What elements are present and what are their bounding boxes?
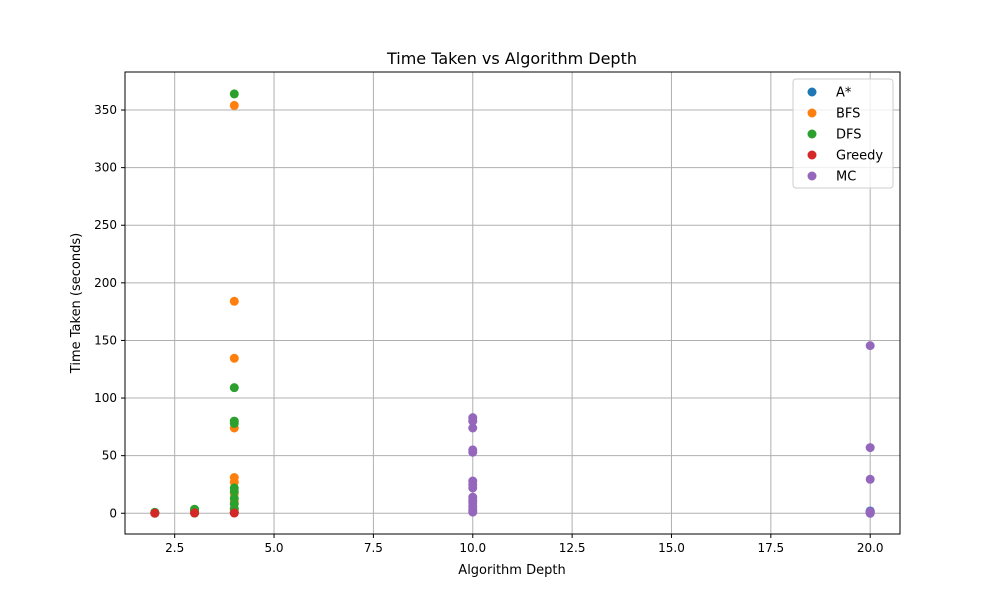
data-point-mc [865, 474, 875, 484]
y-tick-label: 100 [94, 391, 117, 405]
x-axis-label: Algorithm Depth [458, 563, 565, 578]
y-tick-label: 250 [94, 218, 117, 232]
data-point-bfs [229, 353, 239, 363]
legend-box [792, 78, 894, 189]
data-point-mc [865, 508, 875, 518]
data-point-mc [468, 416, 478, 426]
legend-marker-a [807, 87, 817, 97]
data-point-greedy [150, 508, 160, 518]
data-point-dfs [229, 486, 239, 496]
data-point-mc [865, 341, 875, 351]
x-tick-label: 12.5 [559, 541, 586, 555]
legend-label-a: A* [836, 86, 852, 101]
data-point-mc [468, 447, 478, 457]
legend-label-bfs: BFS [836, 107, 860, 122]
x-tick-label: 7.5 [364, 541, 383, 555]
data-point-dfs [229, 383, 239, 393]
x-tick-label: 2.5 [165, 541, 184, 555]
legend-marker-bfs [807, 108, 817, 118]
legend-marker-dfs [807, 129, 817, 139]
axis-ticks: 2.5 5.0 7.5 10.0 12.5 15.0 17.5 20.0 0 50 100 150 20… [94, 103, 883, 555]
y-tick-label: 200 [94, 276, 117, 290]
y-tick-label: 350 [94, 103, 117, 117]
legend-marker-mc [807, 171, 817, 181]
y-tick-label: 50 [102, 449, 117, 463]
data-points [150, 89, 875, 518]
legend-marker-greedy [807, 150, 817, 160]
data-point-greedy [229, 508, 239, 518]
data-point-mc [468, 483, 478, 493]
legend-label-greedy: Greedy [836, 149, 883, 164]
legend-label-mc: MC [836, 170, 856, 185]
x-tick-label: 10.0 [459, 541, 486, 555]
data-point-mc [468, 507, 478, 517]
y-axis-label: Time Taken (seconds) [69, 233, 84, 374]
y-tick-label: 300 [94, 161, 117, 175]
y-tick-label: 0 [109, 506, 117, 520]
x-tick-label: 5.0 [264, 541, 283, 555]
x-tick-label: 15.0 [658, 541, 685, 555]
data-point-mc [468, 423, 478, 433]
y-tick-label: 150 [94, 333, 117, 347]
data-point-greedy [190, 508, 200, 518]
data-point-dfs [229, 89, 239, 99]
data-point-dfs [229, 418, 239, 428]
plot-frame [124, 71, 901, 535]
legend-label-dfs: DFS [836, 128, 862, 143]
data-point-bfs [229, 296, 239, 306]
x-tick-label: 17.5 [757, 541, 784, 555]
x-tick-label: 20.0 [857, 541, 884, 555]
legend: A* BFS DFS Greedy MC [792, 78, 894, 189]
chart-title: Time Taken vs Algorithm Depth [386, 49, 637, 68]
data-point-mc [865, 443, 875, 453]
data-point-bfs [229, 100, 239, 110]
